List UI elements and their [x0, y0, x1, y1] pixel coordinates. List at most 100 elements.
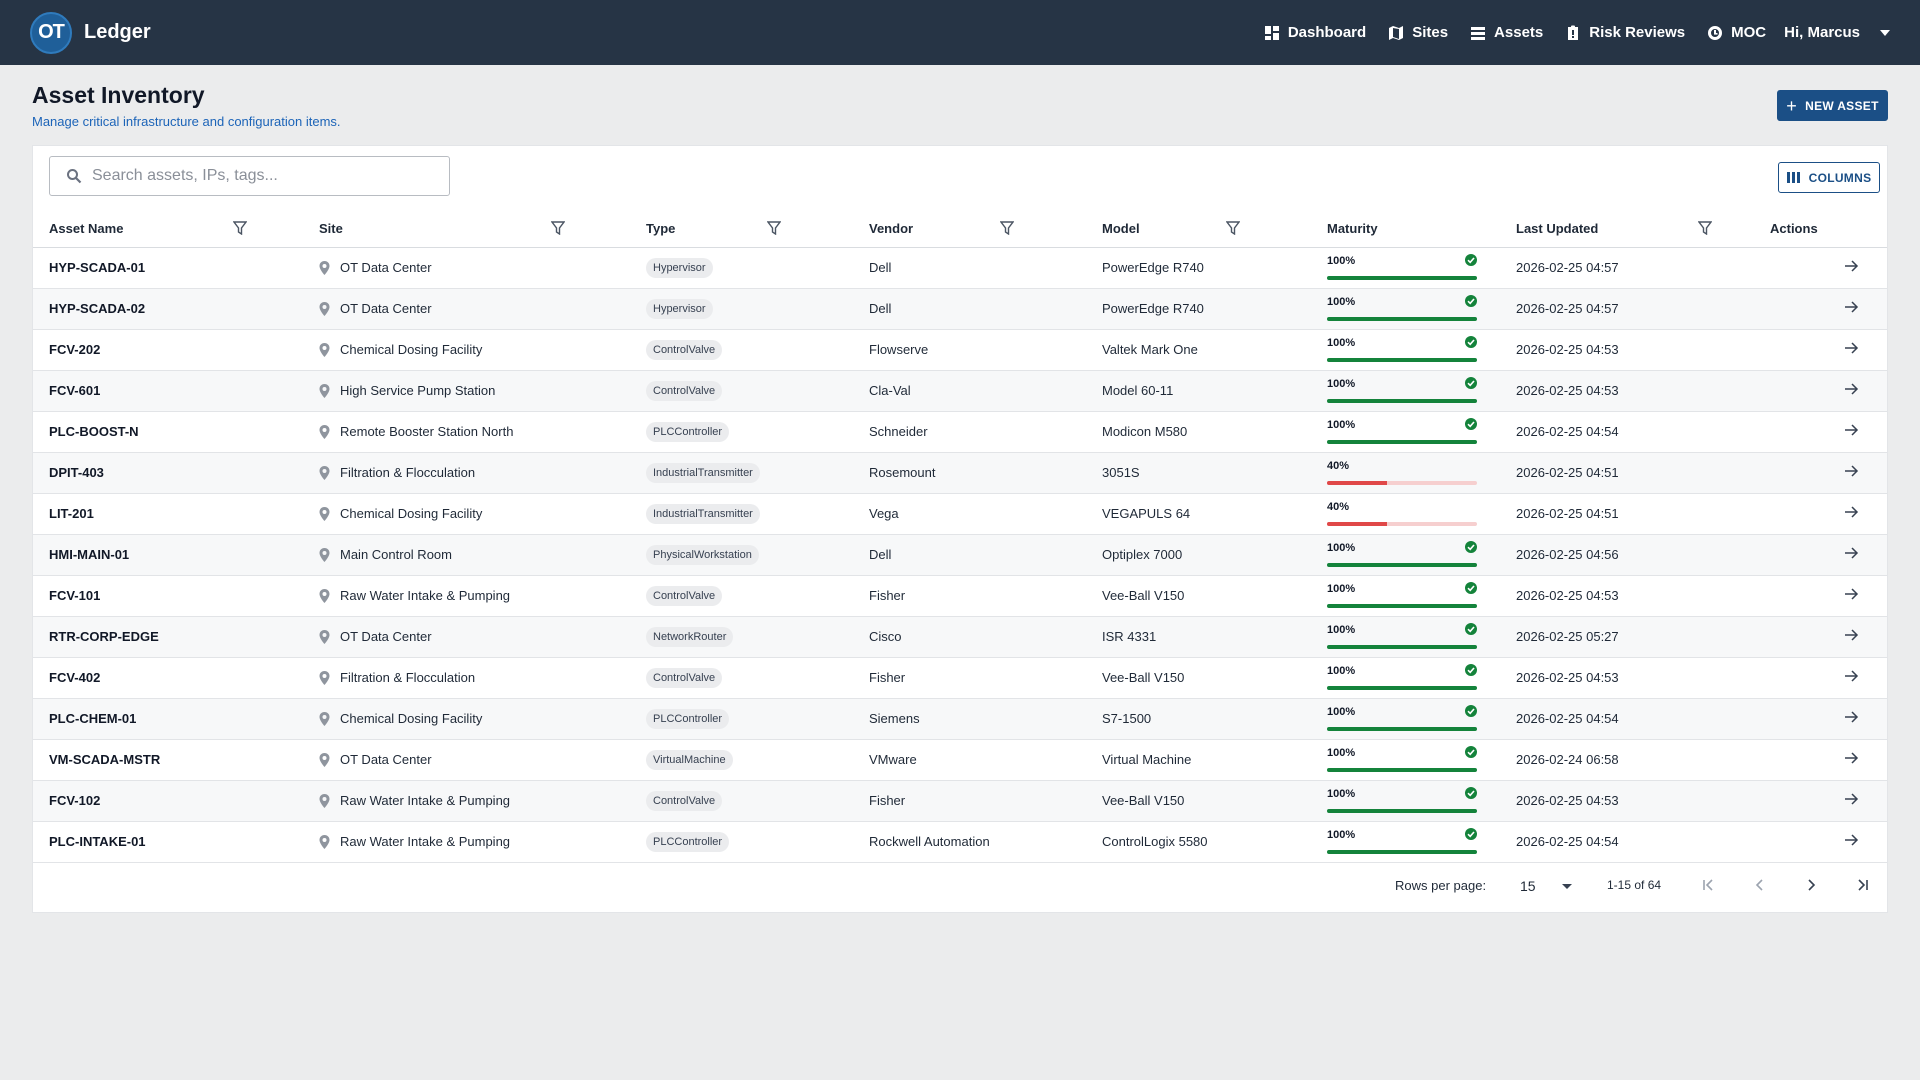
search-box[interactable] [49, 156, 450, 196]
asset-name-cell[interactable]: PLC-INTAKE-01 [33, 821, 303, 863]
vendor-cell: Flowserve [853, 329, 1086, 371]
filter-icon[interactable] [1698, 221, 1712, 235]
app-name[interactable]: Ledger [84, 21, 151, 43]
arrow-right-icon[interactable] [1843, 627, 1859, 643]
site-cell: Filtration & Flocculation [303, 452, 630, 494]
arrow-right-icon[interactable] [1843, 422, 1859, 438]
table-row[interactable]: FCV-102 Raw Water Intake & Pumping Control… [33, 780, 1887, 822]
arrow-right-icon[interactable] [1843, 750, 1859, 766]
arrow-right-icon[interactable] [1843, 463, 1859, 479]
header-type[interactable]: Type [630, 209, 853, 248]
site-name: OT Data Center [340, 629, 432, 644]
header-asset-name[interactable]: Asset Name [33, 209, 303, 248]
arrow-right-icon[interactable] [1843, 504, 1859, 520]
arrow-right-icon[interactable] [1843, 586, 1859, 602]
asset-name-cell[interactable]: DPIT-403 [33, 452, 303, 494]
rows-per-page-select[interactable]: 15 [1520, 875, 1572, 897]
nav-assets[interactable]: Assets [1470, 24, 1543, 41]
arrow-right-icon[interactable] [1843, 832, 1859, 848]
model-cell: ControlLogix 5580 [1086, 821, 1311, 863]
asset-name-cell[interactable]: PLC-CHEM-01 [33, 698, 303, 740]
table-row[interactable]: PLC-INTAKE-01 Raw Water Intake & Pumping P… [33, 821, 1887, 863]
asset-name-cell[interactable]: VM-SCADA-MSTR [33, 739, 303, 781]
maturity-bar [1327, 275, 1477, 280]
search-icon [67, 169, 82, 184]
arrow-right-icon[interactable] [1843, 709, 1859, 725]
user-menu[interactable]: Hi, Marcus [1784, 24, 1890, 41]
search-input[interactable] [92, 167, 432, 185]
asset-name-cell[interactable]: FCV-102 [33, 780, 303, 822]
nav-dashboard[interactable]: Dashboard [1264, 24, 1366, 41]
next-page-button[interactable] [1801, 875, 1821, 895]
new-asset-button[interactable]: + NEW ASSET [1777, 90, 1888, 121]
first-page-button[interactable] [1699, 875, 1719, 895]
header-last-updated[interactable]: Last Updated [1500, 209, 1732, 248]
maturity-cell: 40% [1311, 493, 1500, 535]
location-pin-icon [319, 547, 330, 562]
location-pin-icon [319, 670, 330, 685]
asset-name-cell[interactable]: LIT-201 [33, 493, 303, 535]
table-row[interactable]: PLC-BOOST-N Remote Booster Station North P… [33, 411, 1887, 453]
header-site[interactable]: Site [303, 209, 630, 248]
header-model[interactable]: Model [1086, 209, 1311, 248]
asset-name-cell[interactable]: RTR-CORP-EDGE [33, 616, 303, 658]
maturity-percent: 100% [1327, 623, 1356, 636]
asset-name-cell[interactable]: HMI-MAIN-01 [33, 534, 303, 576]
table-row[interactable]: PLC-CHEM-01 Chemical Dosing Facility PLCCo… [33, 698, 1887, 740]
table-row[interactable]: HYP-SCADA-01 OT Data Center Hypervisor Dell… [33, 247, 1887, 289]
asset-name-cell[interactable]: HYP-SCADA-02 [33, 288, 303, 330]
location-pin-icon [319, 793, 330, 808]
maturity-indicator: 100% [1327, 540, 1477, 570]
nav-moc[interactable]: MOC [1707, 24, 1766, 41]
arrow-right-icon[interactable] [1843, 340, 1859, 356]
previous-page-button[interactable] [1750, 875, 1770, 895]
arrow-right-icon[interactable] [1843, 791, 1859, 807]
table-row[interactable]: FCV-601 High Service Pump Station ControlV… [33, 370, 1887, 412]
maturity-bar [1327, 480, 1477, 485]
table-row[interactable]: HMI-MAIN-01 Main Control Room PhysicalWork… [33, 534, 1887, 576]
maturity-percent: 100% [1327, 295, 1356, 308]
asset-name-cell[interactable]: FCV-402 [33, 657, 303, 699]
vendor-cell: Dell [853, 288, 1086, 330]
nav-risk-reviews[interactable]: Risk Reviews [1565, 24, 1685, 41]
table-row[interactable]: RTR-CORP-EDGE OT Data Center NetworkRouter… [33, 616, 1887, 658]
vendor-cell: Cisco [853, 616, 1086, 658]
asset-table-card: COLUMNS Asset Name Site Type Vendor Mode… [32, 145, 1888, 913]
nav-sites[interactable]: Sites [1388, 24, 1448, 41]
top-app-bar: OT Ledger Dashboard Sites Assets Risk Re… [0, 0, 1920, 65]
table-row[interactable]: DPIT-403 Filtration & Flocculation Industr… [33, 452, 1887, 494]
arrow-right-icon[interactable] [1843, 299, 1859, 315]
vendor-cell: VMware [853, 739, 1086, 781]
table-row[interactable]: HYP-SCADA-02 OT Data Center Hypervisor Dell… [33, 288, 1887, 330]
asset-name-cell[interactable]: FCV-601 [33, 370, 303, 412]
filter-icon[interactable] [551, 221, 565, 235]
asset-name-cell[interactable]: FCV-202 [33, 329, 303, 371]
chevron-down-icon [1562, 883, 1572, 889]
actions-cell [1732, 616, 1887, 658]
arrow-right-icon[interactable] [1843, 258, 1859, 274]
filter-icon[interactable] [233, 221, 247, 235]
last-page-button[interactable] [1852, 875, 1872, 895]
arrow-right-icon[interactable] [1843, 668, 1859, 684]
table-row[interactable]: FCV-101 Raw Water Intake & Pumping Control… [33, 575, 1887, 617]
asset-name-cell[interactable]: PLC-BOOST-N [33, 411, 303, 453]
table-row[interactable]: FCV-202 Chemical Dosing Facility ControlVa… [33, 329, 1887, 371]
arrow-right-icon[interactable] [1843, 381, 1859, 397]
table-row[interactable]: FCV-402 Filtration & Flocculation ControlV… [33, 657, 1887, 699]
header-vendor[interactable]: Vendor [853, 209, 1086, 248]
asset-name-cell[interactable]: HYP-SCADA-01 [33, 247, 303, 289]
vendor-cell: Siemens [853, 698, 1086, 740]
last-updated-cell: 2026-02-25 05:27 [1500, 616, 1732, 658]
app-logo[interactable]: OT [30, 11, 72, 54]
asset-name-cell[interactable]: FCV-101 [33, 575, 303, 617]
maturity-percent: 100% [1327, 377, 1356, 390]
filter-icon[interactable] [767, 221, 781, 235]
table-row[interactable]: VM-SCADA-MSTR OT Data Center VirtualMachin… [33, 739, 1887, 781]
location-pin-icon [319, 752, 330, 767]
columns-button[interactable]: COLUMNS [1778, 162, 1880, 193]
table-row[interactable]: LIT-201 Chemical Dosing Facility Industria… [33, 493, 1887, 535]
filter-icon[interactable] [1000, 221, 1014, 235]
filter-icon[interactable] [1226, 221, 1240, 235]
arrow-right-icon[interactable] [1843, 545, 1859, 561]
user-greeting: Hi, Marcus [1784, 24, 1860, 41]
